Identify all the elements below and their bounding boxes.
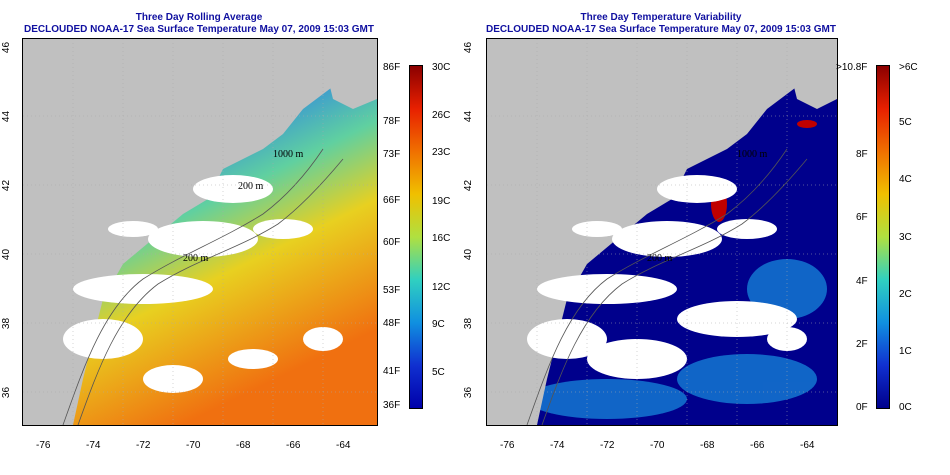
colorbar-label-c: 16C [432,233,451,244]
lat-label: 40 [463,248,475,261]
colorbar-label-f: 78F [383,116,401,127]
lon-label: -66 [286,440,301,451]
colorbar-label-f: 4F [856,276,868,287]
lon-label: -68 [236,440,251,451]
lon-label: -74 [86,440,101,451]
contour-label: 200 m [183,253,209,264]
grid-lines [23,39,377,425]
contour-label: 1000 m [273,149,304,160]
lat-label: 38 [1,317,13,330]
colorbar-label-f: 41F [383,366,401,377]
left-panel-title-2: DECLOUDED NOAA-17 Sea Surface Temperatur… [24,24,374,35]
contour-label: 200 m [647,253,673,264]
colorbar-label-f: 86F [383,62,401,73]
lat-label: 42 [463,179,475,192]
colorbar-label-c: 19C [432,196,451,207]
colorbar-label-f: 6F [856,212,868,223]
lat-label: 36 [463,386,475,399]
colorbar-label-f: 60F [383,237,401,248]
right-variability-map: 200 m 1000 m [486,38,838,426]
bathymetry-contours [62,148,344,425]
variability-highlights [527,259,827,419]
lon-label: -70 [186,440,201,451]
colorbar-label-c: 5C [432,367,445,378]
right-colorbar [876,65,890,409]
left-panel-title-1: Three Day Rolling Average [135,12,263,23]
left-sst-map: 200 m 1000 m 200 m [22,38,378,426]
bathymetry-contours [526,148,808,425]
right-panel-title-1: Three Day Temperature Variability [580,12,742,23]
colorbar-label-f: >10.8F [836,62,868,73]
colorbar-label-c: 23C [432,147,451,158]
lon-label: -66 [750,440,765,451]
colorbar-label-f: 0F [856,402,868,413]
colorbar-label-c: 26C [432,110,451,121]
colorbar-label-c: 1C [899,346,912,357]
colorbar-label-c: 12C [432,282,451,293]
lat-label: 40 [1,248,13,261]
colorbar-label-c: 3C [899,232,912,243]
lon-label: -74 [550,440,565,451]
colorbar-label-c: >6C [899,62,918,73]
right-panel-title-2: DECLOUDED NOAA-17 Sea Surface Temperatur… [486,24,836,35]
lon-label: -72 [600,440,615,451]
lat-label: 42 [1,179,13,192]
lon-label: -70 [650,440,665,451]
nova-scotia [323,44,377,109]
colorbar-label-f: 53F [383,285,401,296]
lat-label: 44 [463,110,475,123]
contour-label: 200 m [238,181,264,192]
colorbar-label-f: 73F [383,149,401,160]
colorbar-label-c: 2C [899,289,912,300]
lon-label: -64 [800,440,815,451]
lat-label: 46 [463,41,475,54]
land-mass [23,39,377,425]
lon-label: -76 [36,440,51,451]
lon-label: -64 [336,440,351,451]
colorbar-label-f: 66F [383,195,401,206]
lat-label: 44 [1,110,13,123]
lon-label: -72 [136,440,151,451]
contour-label: 1000 m [737,149,768,160]
lon-label: -68 [700,440,715,451]
colorbar-label-f: 48F [383,318,401,329]
lat-label: 38 [463,317,475,330]
colorbar-label-f: 36F [383,400,401,411]
lat-label: 36 [1,386,13,399]
colorbar-label-c: 5C [899,117,912,128]
left-colorbar [409,65,423,409]
land-mass [487,39,837,425]
grid-lines [487,39,837,425]
lon-label: -76 [500,440,515,451]
colorbar-label-c: 0C [899,402,912,413]
lat-label: 46 [1,41,13,54]
nova-scotia [787,44,837,109]
colorbar-label-f: 2F [856,339,868,350]
colorbar-label-c: 4C [899,174,912,185]
colorbar-label-c: 9C [432,319,445,330]
colorbar-label-c: 30C [432,62,451,73]
colorbar-label-f: 8F [856,149,868,160]
